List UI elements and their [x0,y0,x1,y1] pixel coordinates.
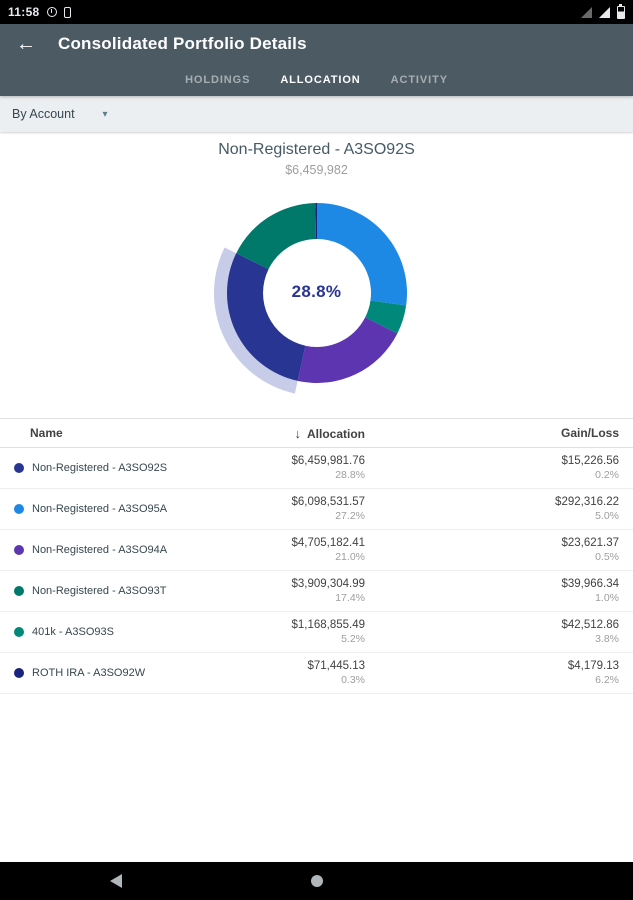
gain-value: $23,621.37 [561,537,619,549]
back-arrow-icon[interactable]: ← [16,33,36,55]
allocation-percent: 0.3% [341,674,365,686]
group-by-dropdown[interactable]: By Account ▾ [0,96,633,132]
gain-percent: 6.2% [595,674,619,686]
gain-value: $292,316.22 [555,496,619,508]
gain-percent: 3.8% [595,633,619,645]
column-header-name[interactable]: Name [30,426,63,440]
gain-percent: 5.0% [595,510,619,522]
row-name: ROTH IRA - A3SO92W [32,667,146,679]
chevron-down-icon: ▾ [102,108,108,120]
series-color-dot [14,545,24,555]
gain-percent: 1.0% [595,592,619,604]
cellular-signal-icon [599,6,610,18]
status-time: 11:58 [8,5,40,19]
gain-value: $15,226.56 [561,455,619,467]
gain-value: $39,966.34 [561,578,619,590]
donut-segment[interactable] [364,300,406,334]
column-header-allocation[interactable]: ↓ Allocation [170,426,365,441]
gain-value: $4,179.13 [567,660,619,672]
allocation-value: $6,459,981.76 [291,455,365,467]
group-by-dropdown-value: By Account [12,107,75,121]
tab-holdings[interactable]: HOLDINGS [185,74,251,86]
table-row[interactable]: ROTH IRA - A3SO92W $71,445.13 0.3% $4,179… [0,653,633,694]
row-name: Non-Registered - A3SO93T [32,585,167,597]
alarm-icon [46,7,57,17]
table-row[interactable]: Non-Registered - A3SO92S $6,459,981.76 28… [0,448,633,489]
series-color-dot [14,586,24,596]
allocation-value: $3,909,304.99 [291,578,365,590]
donut-segment[interactable] [297,317,397,383]
chart-title: Non-Registered - A3SO92S [218,141,415,158]
chart-section: Non-Registered - A3SO92S $6,459,982 28.8… [0,132,633,398]
series-color-dot [14,463,24,473]
gain-percent: 0.2% [595,469,619,481]
nav-home-icon[interactable] [310,875,323,887]
allocation-percent: 27.2% [335,510,365,522]
donut-svg [213,203,407,394]
allocation-percent: 17.4% [335,592,365,604]
series-color-dot [14,627,24,637]
donut-segment[interactable] [235,203,316,270]
allocation-value: $1,168,855.49 [291,619,365,631]
content-spacer [0,694,633,862]
battery-icon [617,3,625,19]
allocation-table: Name ↓ Allocation Gain/Loss Non-Registere… [0,418,633,694]
table-row[interactable]: Non-Registered - A3SO95A $6,098,531.57 27… [0,489,633,530]
wifi-icon [581,6,592,18]
allocation-value: $4,705,182.41 [291,537,365,549]
row-name: Non-Registered - A3SO94A [32,544,168,556]
series-color-dot [14,668,24,678]
sort-desc-icon: ↓ [294,425,301,441]
allocation-value: $6,098,531.57 [291,496,365,508]
column-header-allocation-label: Allocation [306,426,365,441]
nav-back-icon[interactable] [110,874,122,888]
column-header-gainloss[interactable]: Gain/Loss [560,426,619,440]
allocation-value: $71,445.13 [307,660,365,672]
app-bar-top: ← Consolidated Portfolio Details [0,24,633,64]
tab-bar: HOLDINGS ALLOCATION ACTIVITY [0,64,633,96]
donut-segment[interactable] [314,203,317,240]
allocation-percent: 21.0% [335,551,365,563]
donut-chart: 28.8% [212,188,422,398]
tab-activity[interactable]: ACTIVITY [390,74,448,86]
donut-segment[interactable] [226,253,305,381]
row-name: 401k - A3SO93S [32,626,114,638]
donut-center-label: 28.8% [291,282,342,301]
donut-segment[interactable] [316,203,407,306]
vibrate-icon [63,6,71,18]
table-row[interactable]: Non-Registered - A3SO94A $4,705,182.41 21… [0,530,633,571]
chart-subtitle: $6,459,982 [285,163,348,177]
row-name: Non-Registered - A3SO95A [32,503,168,515]
allocation-percent: 28.8% [335,469,365,481]
table-row[interactable]: 401k - A3SO93S $1,168,855.49 5.2% $42,512… [0,612,633,653]
series-color-dot [14,504,24,514]
page-title: Consolidated Portfolio Details [58,34,307,53]
table-header: Name ↓ Allocation Gain/Loss [0,418,633,448]
status-bar: 11:58 [0,0,633,24]
allocation-percent: 5.2% [341,633,365,645]
gain-value: $42,512.86 [561,619,619,631]
row-name: Non-Registered - A3SO92S [32,462,168,474]
tab-allocation[interactable]: ALLOCATION [280,74,361,86]
table-row[interactable]: Non-Registered - A3SO93T $3,909,304.99 17… [0,571,633,612]
navigation-bar [0,862,633,900]
gain-percent: 0.5% [595,551,619,563]
app-bar: ← Consolidated Portfolio Details HOLDING… [0,24,633,96]
